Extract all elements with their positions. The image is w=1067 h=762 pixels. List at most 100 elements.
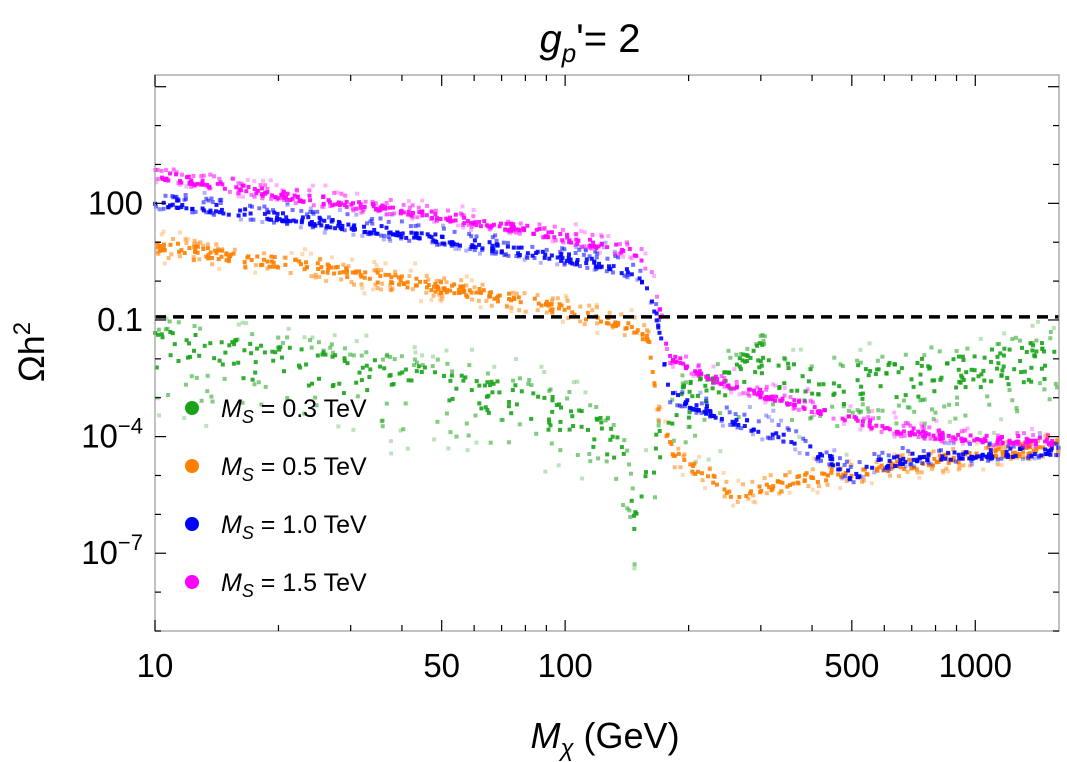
data-point: [929, 345, 934, 350]
data-point: [284, 215, 289, 220]
data-point: [248, 217, 253, 222]
data-point: [971, 377, 976, 382]
data-point: [567, 252, 571, 257]
data-point: [665, 347, 669, 351]
data-point: [812, 405, 817, 410]
data-point: [514, 254, 519, 258]
data-point: [876, 416, 881, 420]
data-point: [773, 398, 777, 403]
data-point: [560, 227, 565, 232]
data-point: [287, 345, 292, 350]
data-point: [930, 466, 935, 471]
data-point: [164, 316, 169, 321]
data-point: [362, 224, 366, 229]
data-point: [451, 241, 456, 246]
data-point: [760, 437, 765, 442]
data-point: [951, 357, 956, 362]
data-point: [311, 209, 315, 214]
data-point: [906, 449, 911, 454]
data-point: [310, 183, 315, 188]
data-point: [380, 281, 385, 286]
data-point: [252, 382, 257, 387]
data-point: [656, 325, 661, 330]
data-point: [571, 380, 576, 385]
data-point: [174, 194, 179, 199]
data-point: [761, 339, 766, 344]
data-point: [999, 456, 1004, 461]
data-point: [472, 285, 477, 290]
data-point: [657, 307, 662, 312]
data-point: [954, 385, 959, 390]
data-point: [453, 218, 458, 223]
data-point: [1003, 445, 1008, 449]
data-point: [838, 486, 843, 491]
data-point: [640, 332, 645, 337]
data-point: [1024, 444, 1029, 449]
data-point: [272, 220, 276, 225]
data-point: [734, 417, 739, 422]
data-point: [525, 251, 530, 256]
data-point: [272, 255, 277, 260]
data-point: [354, 380, 359, 385]
data-point: [848, 404, 853, 409]
data-point: [912, 409, 917, 414]
data-point: [192, 324, 197, 328]
data-point: [887, 427, 892, 432]
data-point: [1037, 431, 1042, 436]
data-point: [566, 305, 571, 310]
data-point: [183, 193, 188, 197]
data-point: [682, 404, 687, 409]
data-point: [1039, 453, 1044, 458]
data-point: [941, 468, 946, 473]
data-point: [580, 476, 585, 481]
data-point: [524, 254, 529, 259]
data-point: [407, 274, 412, 279]
data-point: [448, 430, 453, 435]
data-point: [308, 206, 313, 211]
data-point: [489, 303, 494, 308]
data-point: [241, 376, 246, 381]
data-point: [372, 228, 377, 232]
data-point: [672, 465, 677, 470]
data-point: [751, 493, 756, 498]
data-point: [262, 350, 267, 355]
legend-label: MS = 0.3 TeV: [221, 395, 367, 427]
data-point: [688, 462, 693, 467]
data-point: [644, 334, 649, 338]
data-point: [317, 275, 322, 279]
data-point: [875, 358, 880, 363]
data-point: [280, 188, 285, 193]
data-point: [509, 309, 514, 314]
data-point: [699, 401, 704, 406]
data-point: [234, 185, 239, 190]
data-point: [262, 257, 267, 262]
data-point: [484, 298, 489, 303]
data-point: [476, 298, 481, 303]
data-point: [866, 415, 871, 420]
data-point: [280, 355, 284, 360]
data-point: [846, 468, 851, 473]
data-point: [621, 451, 626, 456]
data-point: [780, 396, 785, 401]
data-point: [927, 425, 932, 430]
data-point: [903, 393, 908, 398]
data-point: [1046, 441, 1051, 446]
data-point: [643, 251, 648, 256]
data-point: [284, 194, 288, 199]
data-point: [478, 305, 483, 310]
data-point: [863, 367, 868, 372]
data-point: [321, 202, 326, 207]
data-point: [627, 247, 632, 251]
data-point: [829, 470, 834, 475]
data-point: [903, 421, 908, 425]
data-point: [391, 232, 395, 237]
data-point: [1034, 338, 1039, 343]
data-point: [248, 341, 253, 346]
data-point: [522, 291, 527, 296]
data-point: [163, 176, 168, 181]
data-point: [675, 403, 680, 408]
data-point: [575, 241, 580, 246]
data-point: [192, 238, 197, 243]
data-point: [966, 440, 971, 445]
